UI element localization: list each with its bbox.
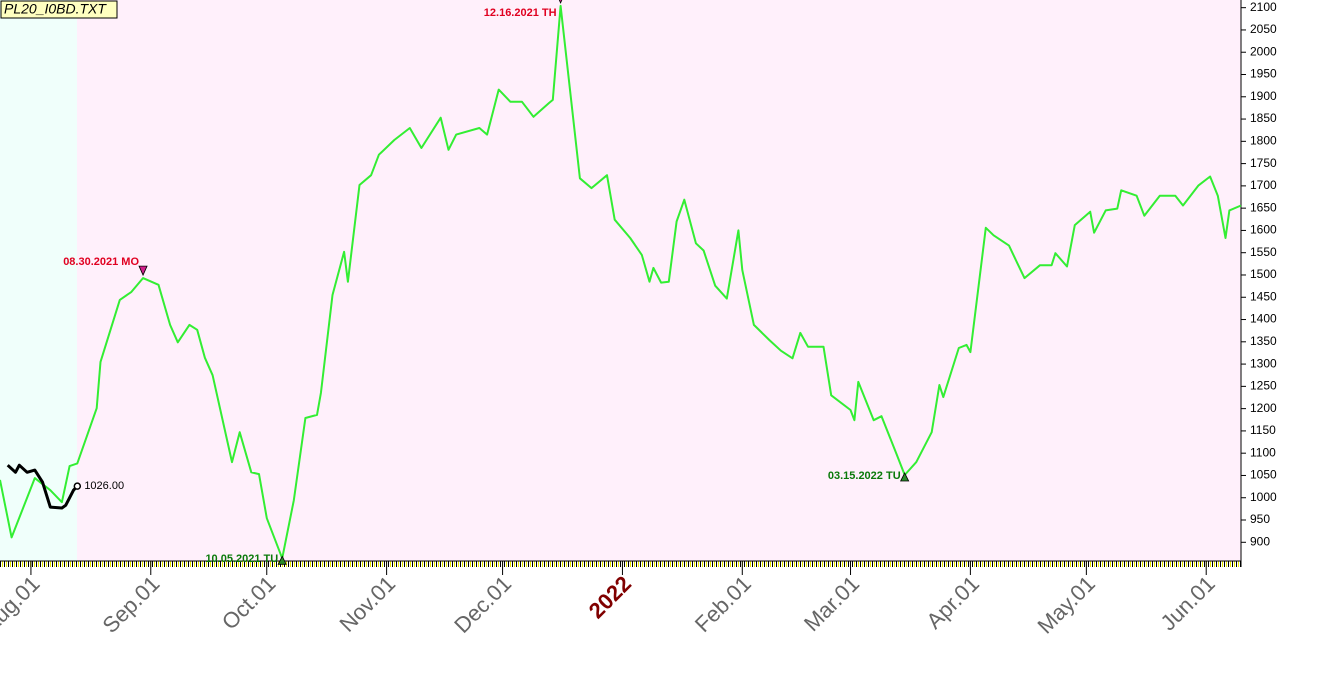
x-tick-label: Jun.01: [1155, 571, 1219, 635]
y-tick-label: 1200: [1250, 401, 1277, 415]
extreme-label: 12.16.2021 TH: [484, 7, 557, 19]
y-tick-label: 1950: [1250, 67, 1277, 81]
y-tick-label: 1300: [1250, 356, 1277, 370]
shaded-region: [0, 0, 77, 561]
y-tick-label: 1750: [1250, 156, 1277, 170]
y-tick-label: 2050: [1250, 22, 1277, 36]
y-tick-label: 1650: [1250, 200, 1277, 214]
y-tick-label: 1700: [1250, 178, 1277, 192]
extreme-label: 08.30.2021 MO: [63, 256, 139, 268]
x-tick-label: 2022: [584, 571, 636, 623]
value-label: 1026.00: [84, 480, 124, 492]
y-tick-label: 1350: [1250, 334, 1277, 348]
extreme-marker: [277, 555, 287, 565]
y-tick-label: 2100: [1250, 0, 1277, 14]
y-tick-label: 950: [1250, 512, 1270, 526]
x-tick-label: Mar.01: [799, 571, 864, 636]
x-tick-label: Aug.01: [0, 571, 45, 638]
x-tick-label: Feb.01: [690, 571, 756, 637]
y-tick-label: 1550: [1250, 245, 1277, 259]
extreme-marker: [138, 265, 148, 277]
x-tick-label: Apr.01: [921, 571, 984, 634]
x-axis-ticks-band: [0, 561, 1241, 567]
x-tick-label: Oct.01: [217, 571, 281, 635]
extreme-label: 10.05.2021 TU: [205, 553, 278, 565]
extreme-label: 03.15.2022 TU: [828, 470, 901, 482]
y-tick-label: 1600: [1250, 223, 1277, 237]
y-tick-label: 1000: [1250, 490, 1277, 504]
y-tick-label: 1850: [1250, 111, 1277, 125]
y-tick-label: 1400: [1250, 312, 1277, 326]
extreme-marker: [558, 0, 563, 4]
series-line: [6, 463, 79, 510]
x-tick-label: Dec.01: [449, 571, 516, 638]
y-tick-label: 1100: [1250, 445, 1276, 459]
x-tick-label: Sep.01: [97, 571, 164, 638]
last-value-marker: [73, 482, 82, 490]
y-tick-label: 1900: [1250, 89, 1277, 103]
plot-background: [0, 0, 1241, 561]
x-tick-label: May.01: [1032, 571, 1100, 639]
series-line: [0, 4, 1242, 560]
y-tick-label: 1250: [1250, 379, 1277, 393]
y-tick-label: 1500: [1250, 267, 1277, 281]
chart-title: PL20_I0BD.TXT: [4, 1, 107, 17]
title-box: [0, 0, 118, 19]
y-tick-label: 900: [1250, 534, 1270, 548]
y-tick-label: 1450: [1250, 289, 1277, 303]
extreme-marker: [900, 472, 910, 482]
y-tick-label: 1800: [1250, 133, 1277, 147]
y-tick-label: 2000: [1250, 44, 1277, 58]
y-tick-label: 1150: [1250, 423, 1276, 437]
x-tick-label: Nov.01: [334, 571, 400, 637]
y-tick-label: 1050: [1250, 468, 1277, 482]
